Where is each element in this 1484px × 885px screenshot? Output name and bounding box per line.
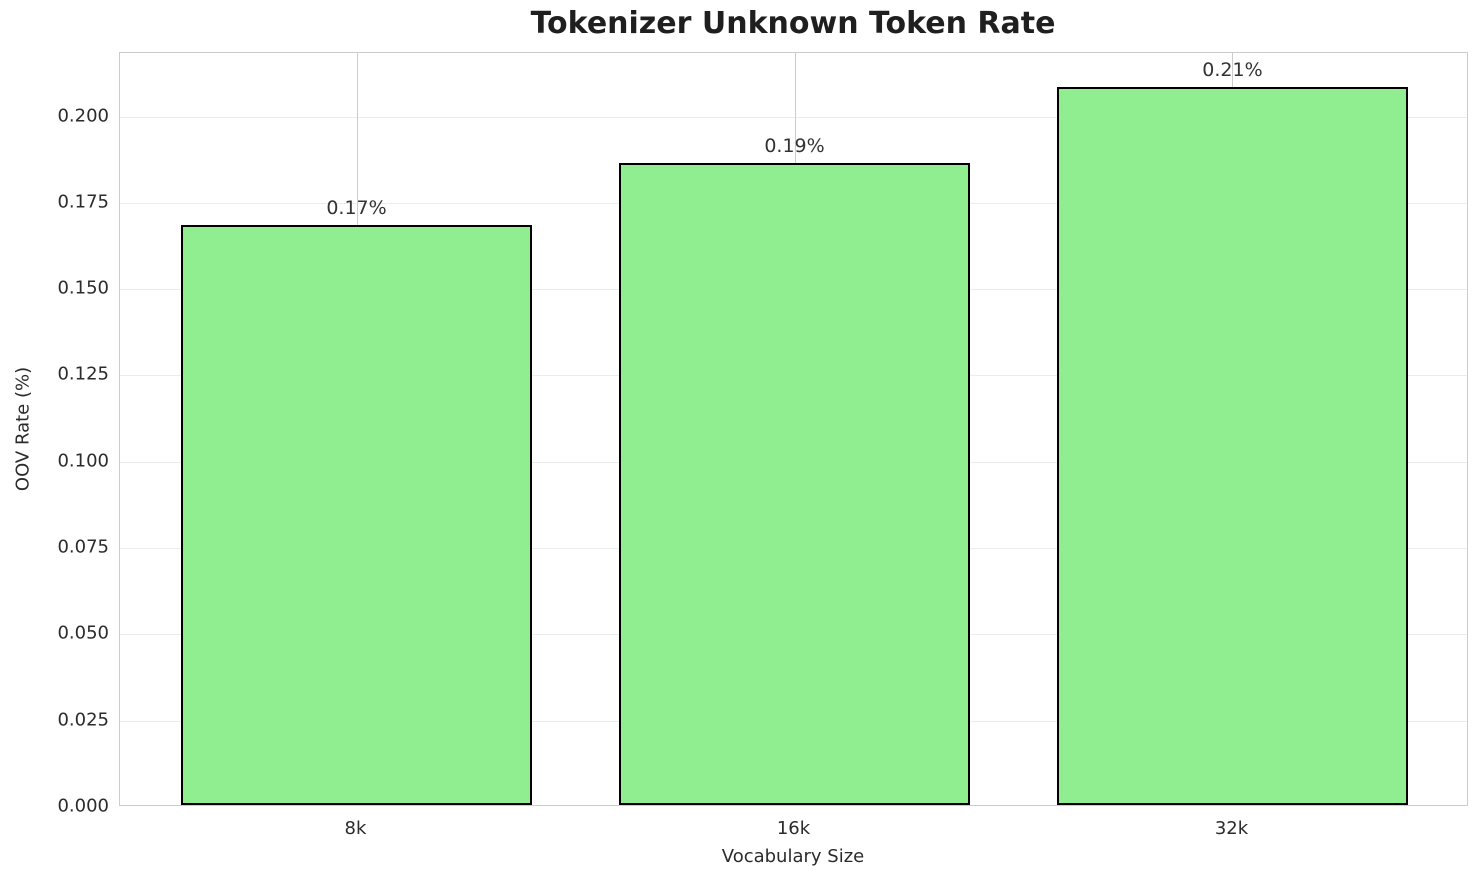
bar-32k	[1057, 86, 1408, 805]
y-tick-label: 0.175	[57, 191, 109, 213]
y-tick-label: 0.100	[57, 450, 109, 472]
x-axis-label: Vocabulary Size	[721, 846, 865, 867]
y-axis-label: OOV Rate (%)	[12, 366, 34, 492]
y-tick-label: 0.150	[57, 277, 109, 299]
bar-16k	[619, 162, 970, 805]
x-tick-label: 16k	[776, 818, 811, 839]
y-tick-label: 0.125	[57, 363, 109, 385]
bar-value-label: 0.17%	[326, 197, 387, 219]
x-tick-label: 32k	[1214, 818, 1249, 839]
bar-value-label: 0.21%	[1202, 58, 1263, 81]
gridline-horizontal	[120, 116, 1467, 118]
bar-8k	[181, 225, 532, 805]
chart-title: Tokenizer Unknown Token Rate	[530, 6, 1056, 41]
y-tick-label: 0.000	[57, 795, 109, 817]
bar-value-label: 0.19%	[764, 134, 825, 157]
y-tick-label: 0.050	[57, 622, 109, 644]
y-tick-label: 0.025	[57, 709, 109, 731]
plot-area: 0.17% 0.19% 0.21%	[119, 52, 1468, 806]
y-tick-label: 0.200	[57, 105, 109, 127]
x-tick-label: 8k	[344, 818, 367, 839]
y-tick-label: 0.075	[57, 536, 109, 558]
